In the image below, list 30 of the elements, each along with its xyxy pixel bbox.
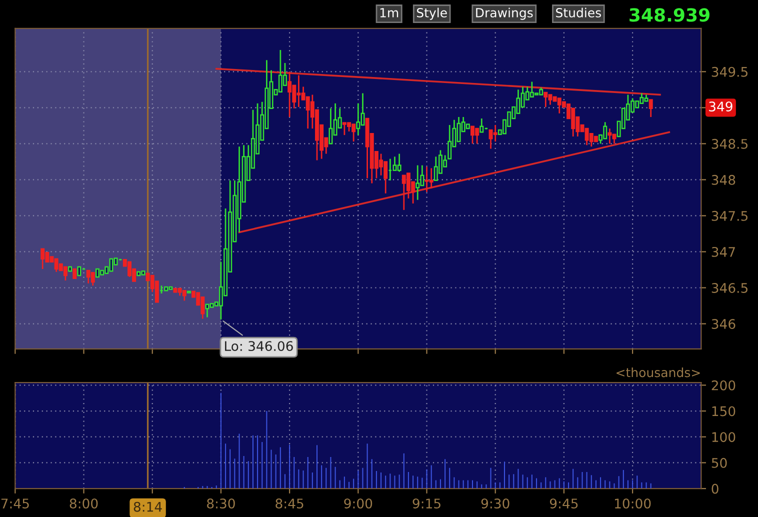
- x-tick-label: 8:45: [276, 498, 304, 508]
- y-tick-label: 347.5: [712, 210, 748, 221]
- y-tick-label: 150: [712, 406, 736, 416]
- y-tick-label: 349.5: [712, 66, 748, 77]
- y-tick-label: 348.5: [712, 138, 748, 149]
- x-tick-label: 9:15: [412, 498, 440, 508]
- x-tick-label: 9:30: [481, 498, 510, 508]
- chart-title: <thousands>: [616, 368, 700, 378]
- x-tick-label: 10:00: [614, 498, 651, 508]
- text: 348.939: [630, 8, 710, 22]
- x-tick-label: 8:30: [207, 498, 235, 508]
- x-tick-label: 8:00: [70, 498, 98, 508]
- text: Drawings: [476, 8, 533, 20]
- y-tick-label: 0: [712, 484, 718, 494]
- x-tick-label: 9:00: [344, 498, 372, 508]
- y-tick-label: 100: [712, 432, 736, 442]
- text: 1m: [380, 8, 398, 18]
- y-tick-label: 347: [712, 246, 735, 257]
- y-tick-label: 200: [712, 380, 736, 390]
- y-tick-label: 50: [712, 458, 727, 468]
- y-tick-label: 346: [712, 318, 736, 329]
- ref-line-label: 8:14: [134, 502, 162, 512]
- x-tick-label: 7:45: [1, 498, 29, 508]
- text: 349: [709, 102, 732, 112]
- x-tick-label: 9:45: [550, 498, 578, 508]
- y-tick-label: 346.5: [712, 282, 748, 293]
- text: Studies: [556, 8, 601, 18]
- y-tick-label: 348: [712, 174, 736, 185]
- text: Style: [416, 8, 447, 20]
- annotation: Lo: 346.06: [225, 341, 293, 352]
